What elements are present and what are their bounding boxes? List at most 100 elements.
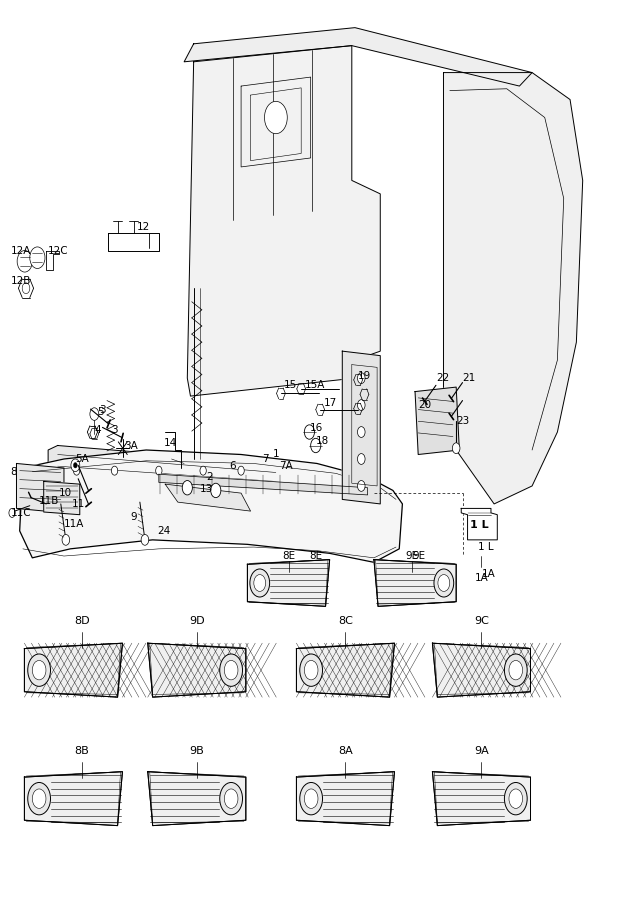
Circle shape [28,782,51,814]
Circle shape [71,459,80,472]
Text: 9C: 9C [474,616,489,625]
Circle shape [304,425,314,439]
Circle shape [182,481,192,495]
Polygon shape [432,771,531,825]
Polygon shape [297,644,394,698]
Text: 14: 14 [164,437,177,448]
Circle shape [74,466,80,475]
Circle shape [358,400,365,410]
Circle shape [304,789,318,808]
Circle shape [141,535,149,545]
Polygon shape [444,73,583,504]
Polygon shape [44,482,80,515]
Polygon shape [25,644,122,698]
Circle shape [32,661,46,680]
Text: 8B: 8B [74,746,89,756]
Text: 23: 23 [456,416,469,427]
Text: 1: 1 [273,449,280,460]
Circle shape [62,535,70,545]
Text: 7: 7 [262,454,269,464]
Polygon shape [48,446,276,495]
Circle shape [358,373,365,383]
Circle shape [438,574,450,591]
Circle shape [300,654,323,687]
Text: 1 L: 1 L [478,542,494,552]
Text: 21: 21 [462,374,476,383]
Circle shape [224,789,238,808]
Text: 10: 10 [59,488,72,498]
Text: 15A: 15A [304,381,325,391]
Circle shape [74,463,77,468]
Circle shape [17,250,32,272]
Text: 1A: 1A [475,572,488,582]
Circle shape [358,481,365,491]
Polygon shape [342,351,380,504]
Circle shape [250,569,269,597]
Text: 20: 20 [418,400,431,410]
Circle shape [28,654,51,687]
Text: 6: 6 [230,461,236,472]
Text: 9B: 9B [190,746,204,756]
Circle shape [509,789,522,808]
Text: 8E: 8E [282,551,295,561]
Text: 17: 17 [323,399,337,409]
Polygon shape [25,771,122,825]
Text: 8: 8 [10,467,16,478]
Text: 12: 12 [137,222,150,232]
Text: 24: 24 [158,526,171,536]
Text: 1 L: 1 L [470,519,488,529]
Text: 11A: 11A [64,518,84,528]
Text: 8C: 8C [338,616,353,625]
Circle shape [300,782,323,814]
Text: 9D: 9D [189,616,205,625]
Circle shape [505,782,527,814]
Text: 15: 15 [284,381,297,391]
Polygon shape [247,560,330,607]
Text: 22: 22 [436,374,449,383]
Polygon shape [159,474,368,495]
Circle shape [220,782,243,814]
Text: 9A: 9A [474,746,489,756]
Text: 11: 11 [72,499,85,508]
Text: 13: 13 [200,483,213,493]
Text: 11B: 11B [39,496,59,506]
Circle shape [505,654,527,687]
Polygon shape [148,644,246,698]
Circle shape [311,438,321,453]
Text: 12A: 12A [11,246,31,256]
Polygon shape [187,46,380,396]
Circle shape [254,574,266,591]
Circle shape [112,466,118,475]
Circle shape [453,443,460,454]
Circle shape [32,789,46,808]
Text: 9: 9 [131,512,137,522]
Polygon shape [462,508,497,540]
Polygon shape [148,771,246,825]
Circle shape [358,427,365,437]
Text: 16: 16 [309,422,323,433]
Text: 9E: 9E [412,551,425,561]
Text: 2: 2 [206,472,213,482]
Polygon shape [415,387,460,454]
Text: 9E: 9E [405,551,418,561]
Circle shape [22,283,30,293]
Circle shape [220,654,243,687]
Text: 8A: 8A [338,746,353,756]
Text: 5: 5 [98,408,104,418]
Circle shape [304,661,318,680]
Text: 3: 3 [112,425,118,436]
Text: 1A: 1A [481,569,495,579]
Polygon shape [374,560,456,607]
Circle shape [200,466,206,475]
Circle shape [509,661,522,680]
Text: 8E: 8E [309,551,323,561]
Polygon shape [297,771,394,825]
Circle shape [238,466,244,475]
Circle shape [9,508,15,518]
Text: 12C: 12C [48,246,68,256]
Text: 8D: 8D [74,616,89,625]
Circle shape [210,483,221,498]
Text: 3A: 3A [124,441,138,452]
Polygon shape [165,484,250,511]
Polygon shape [20,450,403,562]
